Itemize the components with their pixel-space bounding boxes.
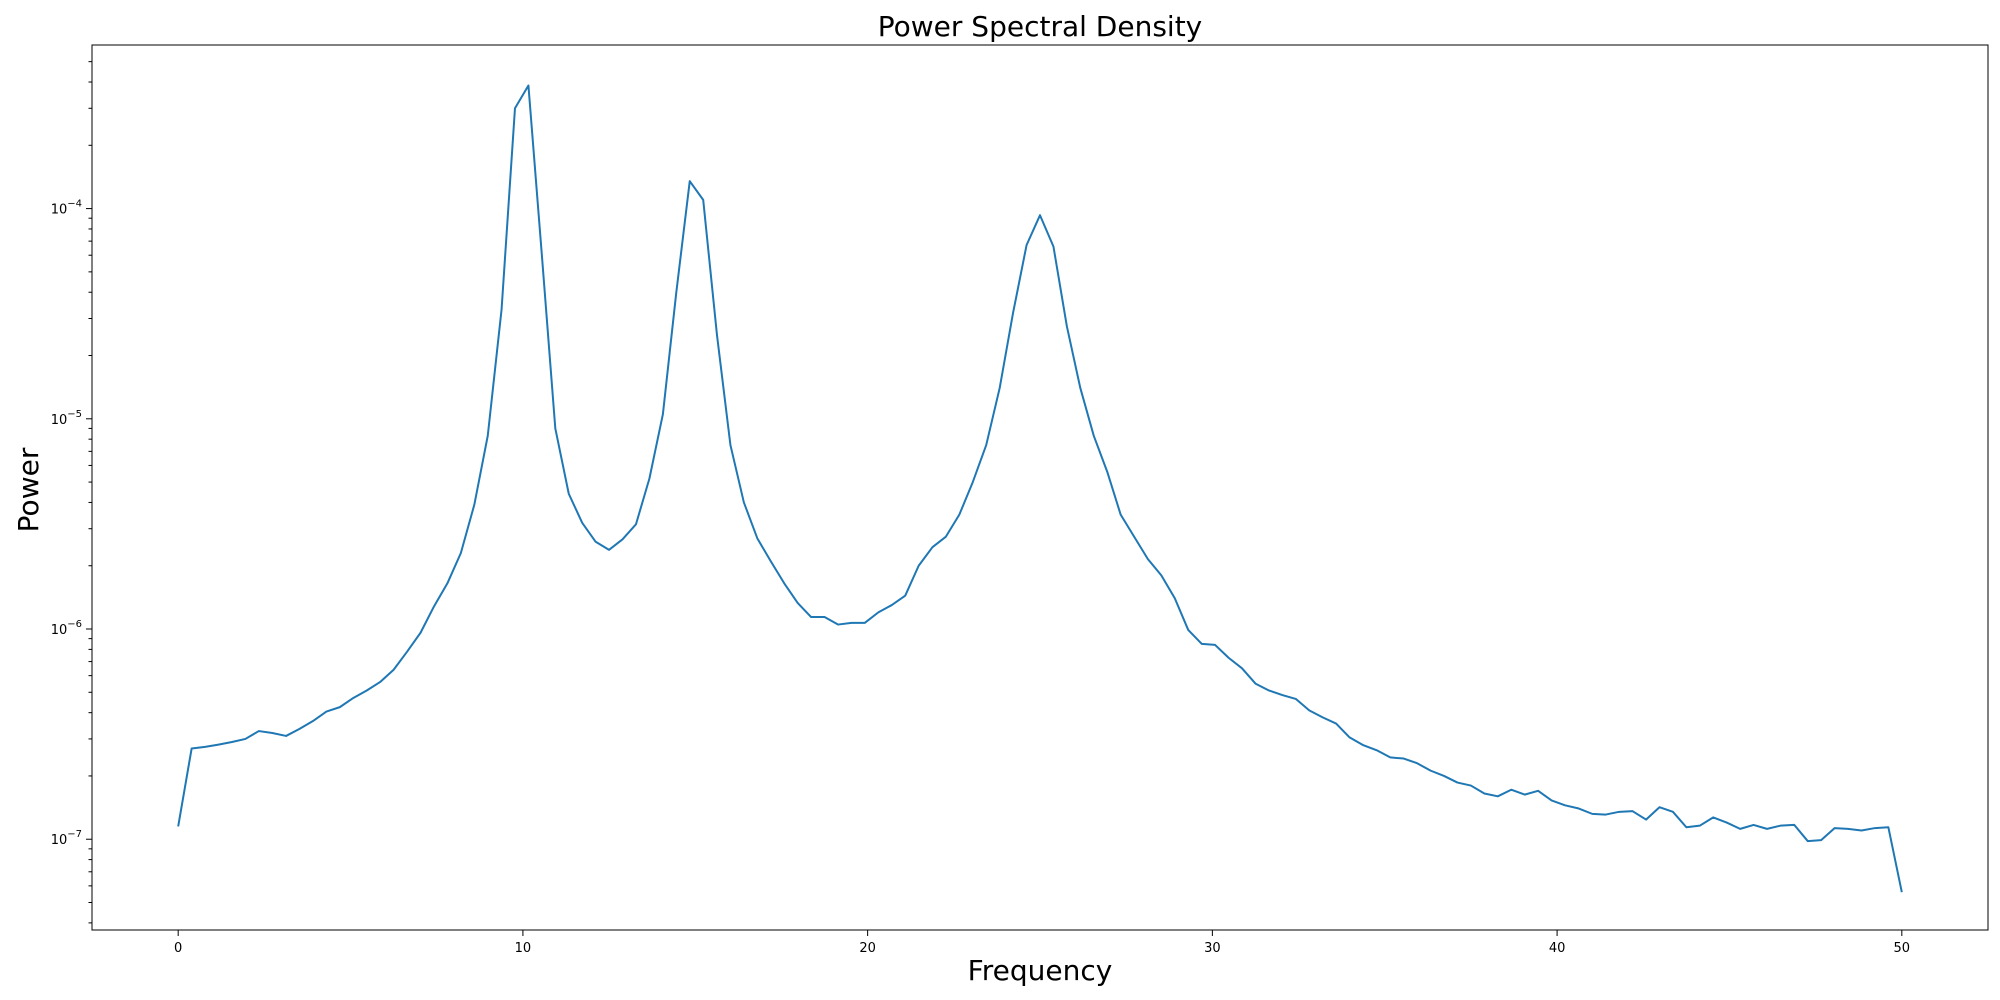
- x-tick-label: 30: [1204, 941, 1221, 956]
- x-tick-label: 10: [515, 941, 532, 956]
- y-ticks: 10−7 10−6 10−5 10−4: [51, 61, 92, 924]
- chart-title: Power Spectral Density: [878, 10, 1203, 43]
- y-tick-label: 10−7: [51, 829, 82, 848]
- x-tick-label: 40: [1549, 941, 1566, 956]
- plot-area: [177, 84, 1903, 893]
- x-tick-label: 50: [1894, 941, 1911, 956]
- x-tick-label: 0: [174, 941, 182, 956]
- psd-series-line: [177, 84, 1903, 893]
- y-tick-label: 10−5: [51, 409, 82, 428]
- x-ticks: 0 10 20 30 40 50: [174, 930, 1910, 956]
- x-axis-label: Frequency: [968, 954, 1113, 987]
- y-axis-label: Power: [12, 447, 45, 532]
- axes-frame: [91, 44, 1989, 931]
- y-tick-label: 10−4: [51, 199, 82, 218]
- y-tick-label: 10−6: [51, 619, 82, 638]
- x-tick-label: 20: [859, 941, 876, 956]
